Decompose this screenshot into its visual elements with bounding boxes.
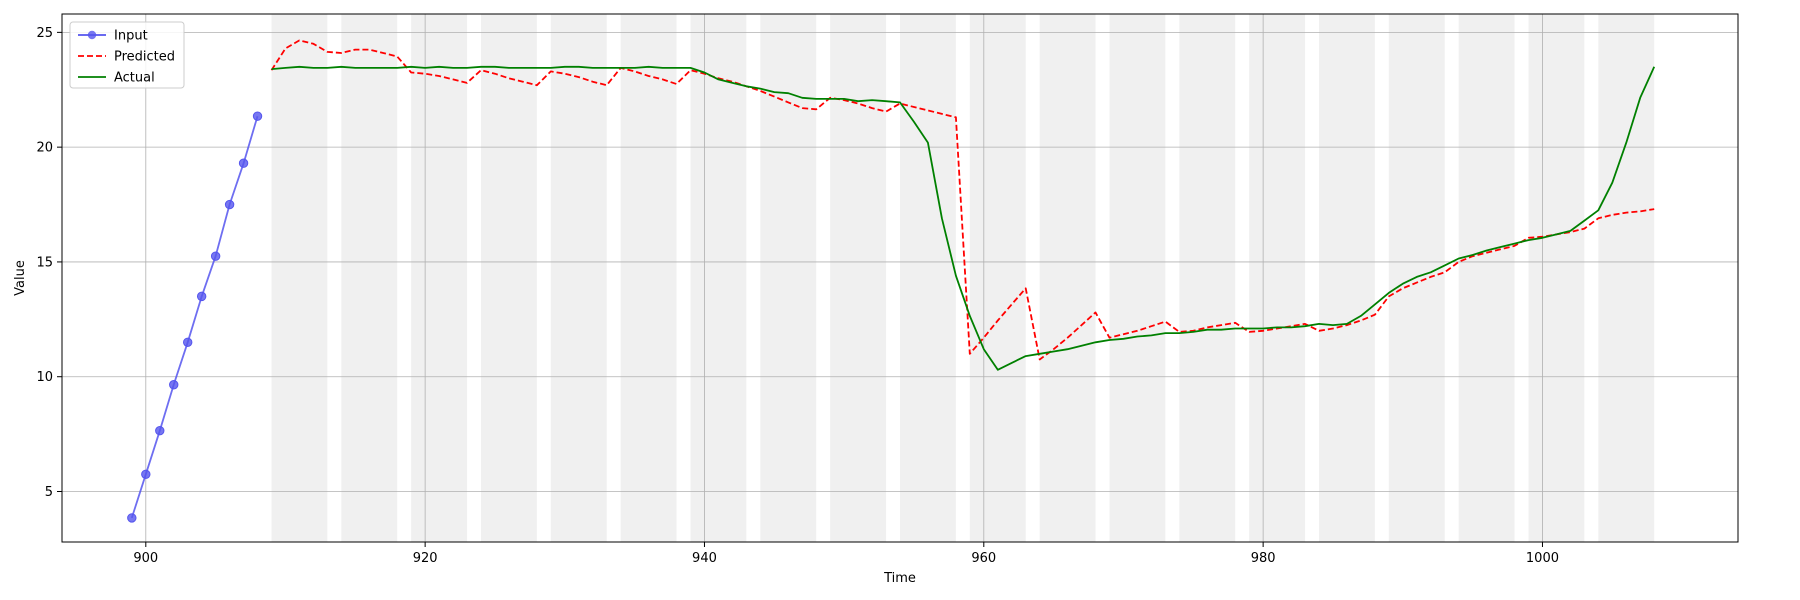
shaded-band [550,14,607,542]
shaded-band [341,14,398,542]
shaded-band [411,14,468,542]
gridlines [62,14,1738,542]
shaded-band [620,14,677,542]
shaded-band [1458,14,1515,542]
input-point [252,111,263,121]
input-point [169,380,179,390]
input-point [141,469,151,479]
input-point [238,158,249,168]
x-tick-label: 940 [692,551,717,566]
legend-marker-input [87,30,97,40]
shaded-band [1388,14,1445,542]
input-point [127,513,137,523]
shaded-band [1528,14,1585,542]
shaded-band [1319,14,1375,542]
legend-box [69,21,185,89]
legend: Input Predicted Actual [69,21,185,89]
shaded-band [969,14,1026,542]
x-tick-label: 1000 [1526,551,1559,566]
x-tick-label: 920 [413,551,438,566]
shaded-band [1249,14,1306,542]
plot-frame [61,13,1739,543]
shaded-band [1179,14,1236,542]
legend-label-predicted: Predicted [114,50,175,65]
x-tick-label: 900 [133,551,158,566]
shaded-band [690,14,747,542]
legend-label-input: Input [114,29,148,44]
input-point [155,425,165,436]
axis-ticks: 900 920 940 960 980 1000 5 10 15 20 25 [36,26,1559,566]
y-tick-label: 25 [36,26,53,41]
y-tick-label: 10 [36,370,53,385]
shaded-band [271,14,328,542]
predicted-series-line [270,39,1655,361]
shaded-band [481,14,537,542]
actual-series-line [271,65,1656,371]
input-point [210,251,221,261]
input-point [196,291,207,302]
series-layer [127,39,1656,523]
input-point [183,337,193,347]
x-tick-label: 980 [1251,551,1276,566]
legend-label-actual: Actual [114,71,155,86]
shaded-band [830,14,887,542]
y-axis-label: Value [13,260,28,296]
y-tick-label: 5 [45,485,53,500]
y-tick-label: 20 [36,141,53,156]
y-tick-label: 15 [36,255,53,270]
shaded-band [900,14,956,542]
input-point [224,199,235,210]
input-series-line [130,115,259,519]
shaded-band [1109,14,1166,542]
x-axis-label: Time [883,571,916,586]
shaded-bands [271,14,1655,542]
x-tick-label: 960 [971,551,996,566]
shaded-band [1039,14,1096,542]
shaded-band [1598,14,1655,542]
